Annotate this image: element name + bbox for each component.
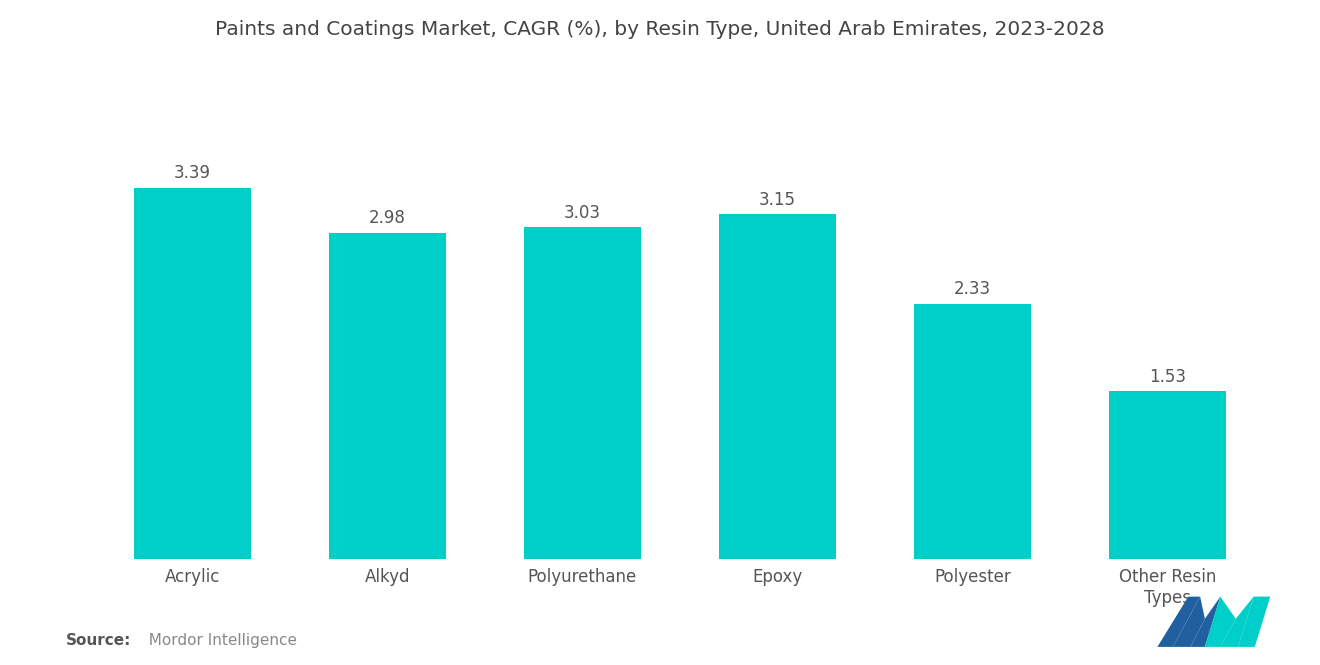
Text: 2.33: 2.33 [954,281,991,299]
Bar [329,233,446,559]
Bar [524,227,640,559]
Bar [133,188,251,559]
Text: 1.53: 1.53 [1148,368,1185,386]
Bar [719,214,836,559]
Text: 3.03: 3.03 [564,203,601,222]
Text: 3.39: 3.39 [174,164,211,182]
Text: Paints and Coatings Market, CAGR (%), by Resin Type, United Arab Emirates, 2023-: Paints and Coatings Market, CAGR (%), by… [215,20,1105,39]
Text: 2.98: 2.98 [368,209,405,227]
Bar [1109,391,1226,559]
Bar [913,304,1031,559]
Text: Mordor Intelligence: Mordor Intelligence [139,633,297,648]
Text: Source:: Source: [66,633,132,648]
Text: 3.15: 3.15 [759,191,796,209]
